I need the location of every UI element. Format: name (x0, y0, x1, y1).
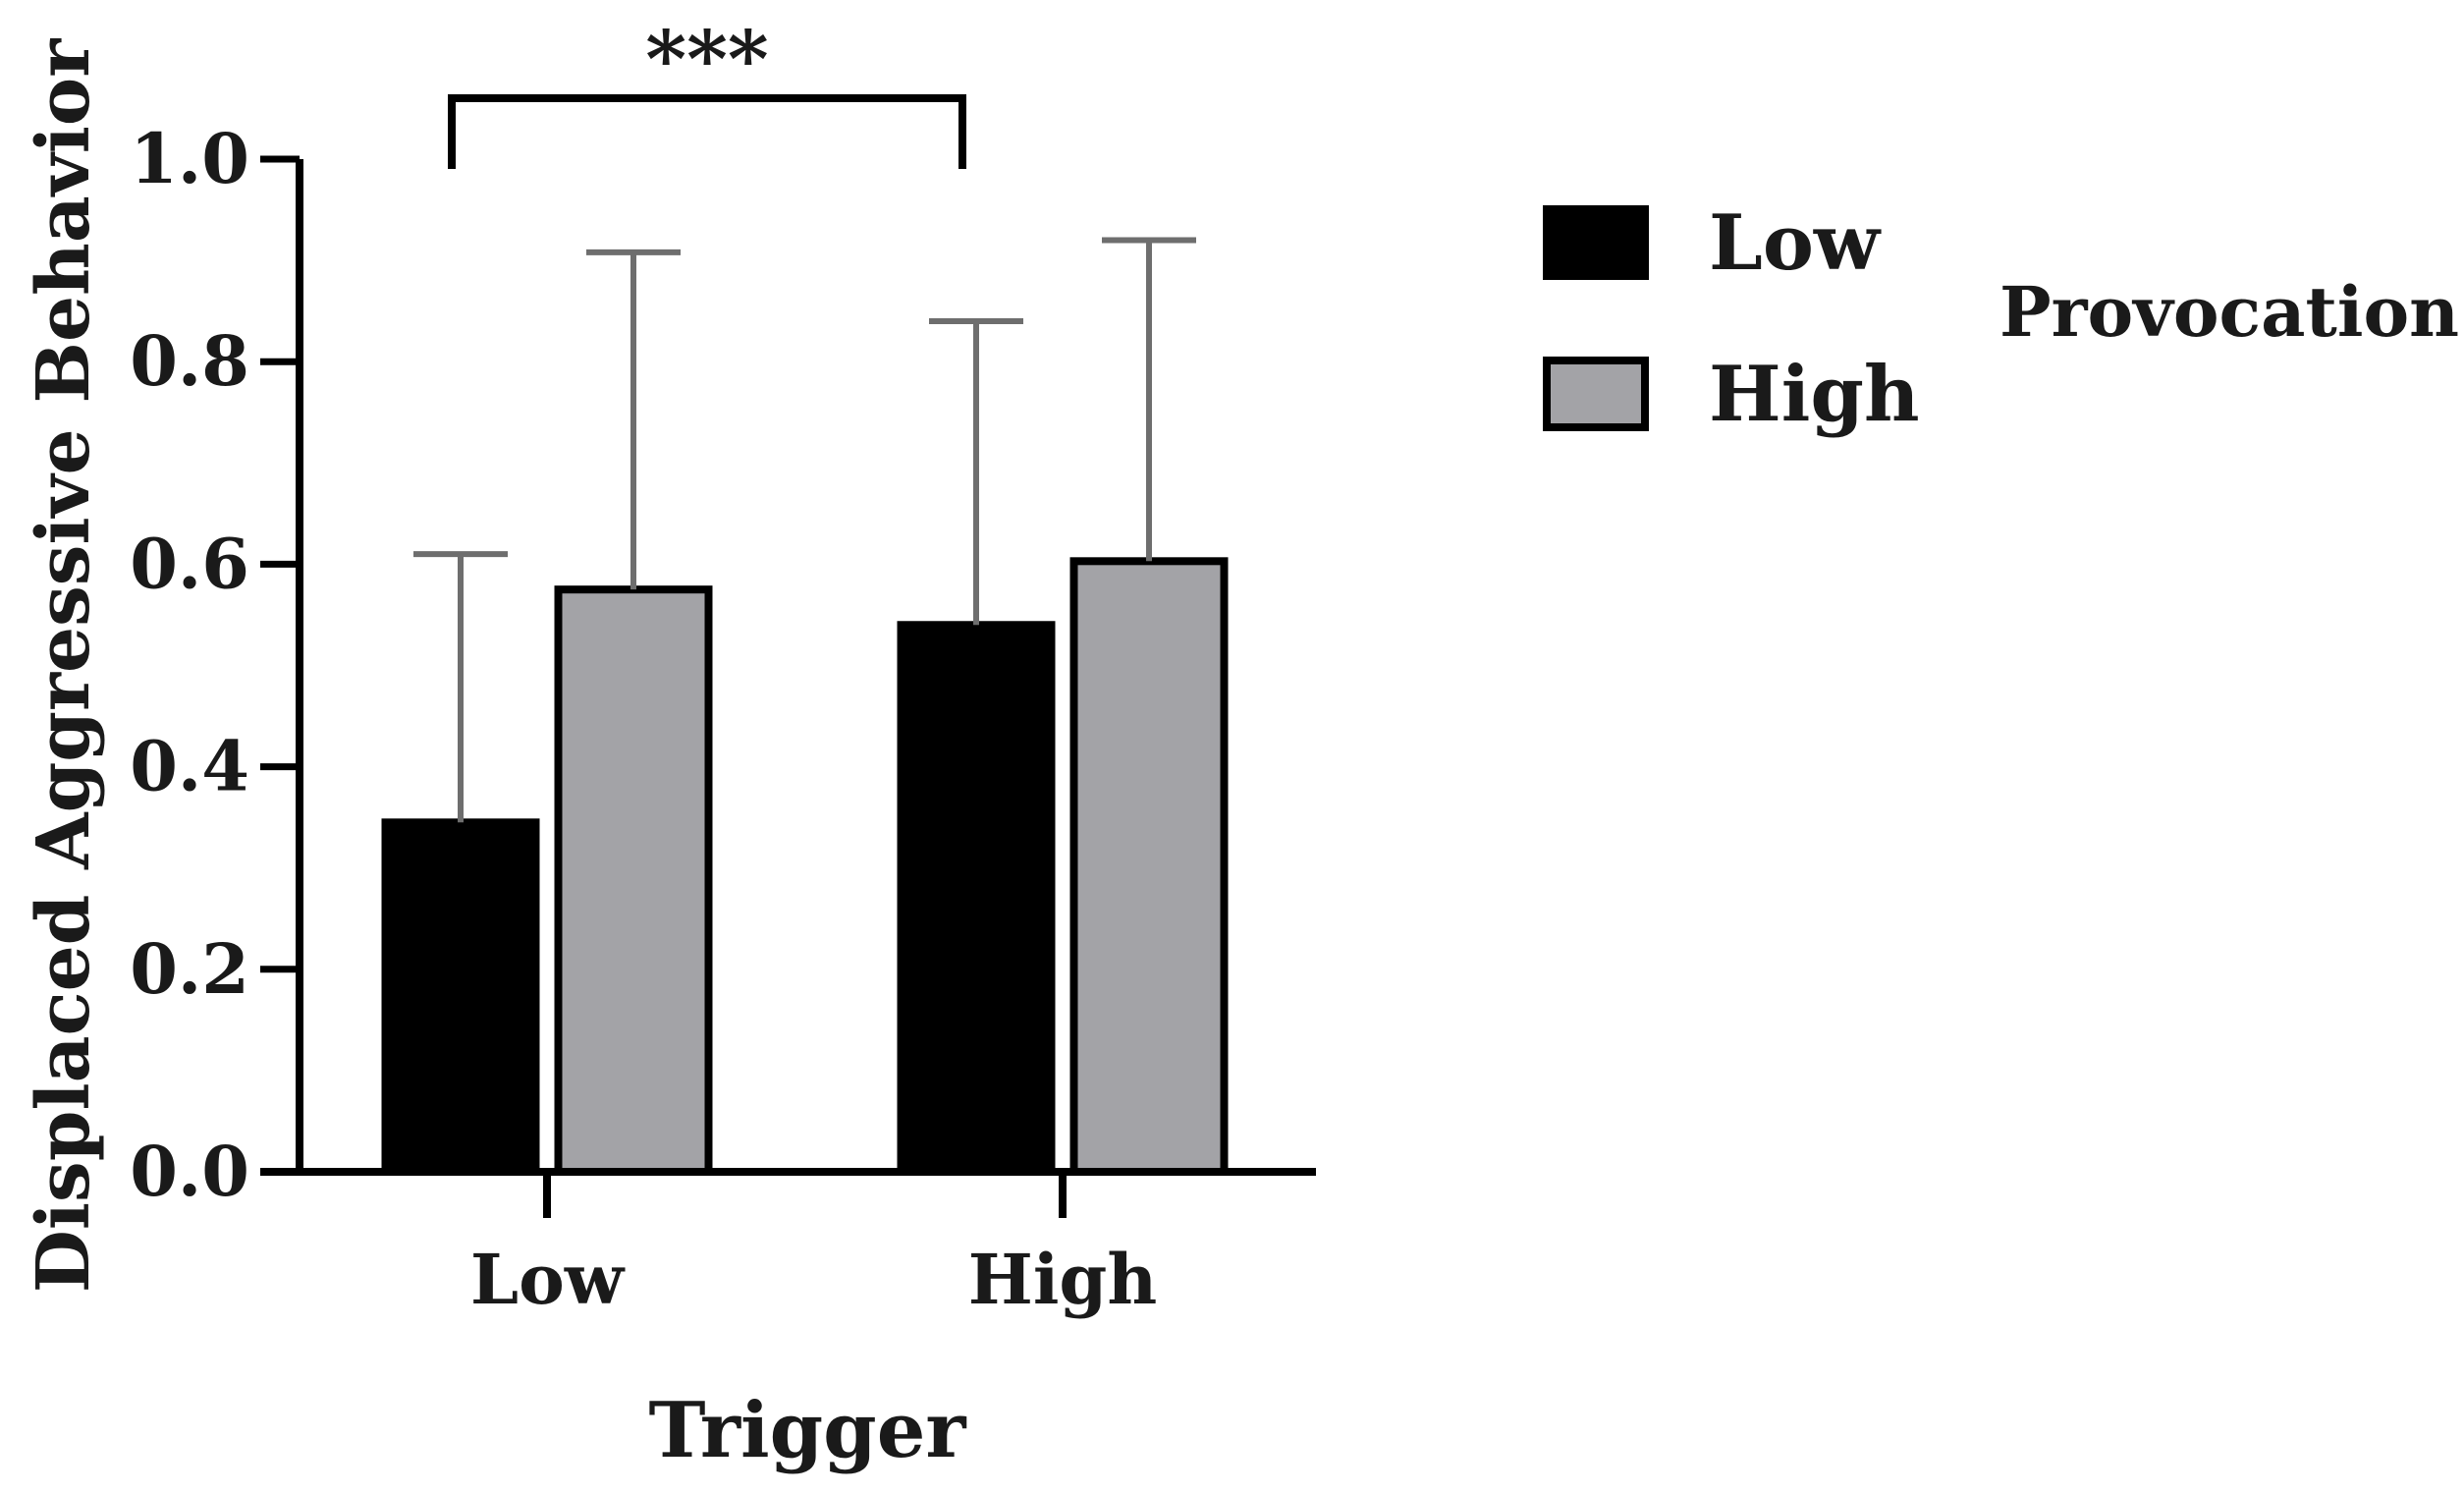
significance-bracket (448, 94, 966, 169)
bar-high-low (554, 585, 713, 1176)
x-axis-title: Trigger (649, 1386, 967, 1475)
x-tick-label: Low (470, 1239, 626, 1320)
bar-low-low (381, 818, 540, 1176)
y-axis-title: Displaced Aggressive Behavior (22, 38, 106, 1293)
x-tick-label: High (968, 1239, 1158, 1320)
legend-title: Provocation (1999, 271, 2459, 353)
significance-label: *** (645, 13, 769, 105)
legend-label-high: High (1709, 350, 1920, 439)
bar-low-high (897, 621, 1056, 1176)
y-tick-label: 0.6 (130, 523, 249, 604)
y-tick-label: 0.8 (130, 320, 249, 402)
y-tick-label: 1.0 (130, 118, 249, 199)
legend-swatch-low (1543, 205, 1649, 280)
y-tick-label: 0.2 (130, 928, 249, 1010)
legend-label-low: Low (1709, 198, 1882, 288)
bar-high-high (1069, 557, 1229, 1176)
legend: Low High (1543, 198, 1920, 439)
legend-swatch-high (1543, 357, 1649, 431)
y-tick-label: 0.4 (130, 726, 249, 807)
y-tick-label: 0.0 (130, 1131, 249, 1212)
